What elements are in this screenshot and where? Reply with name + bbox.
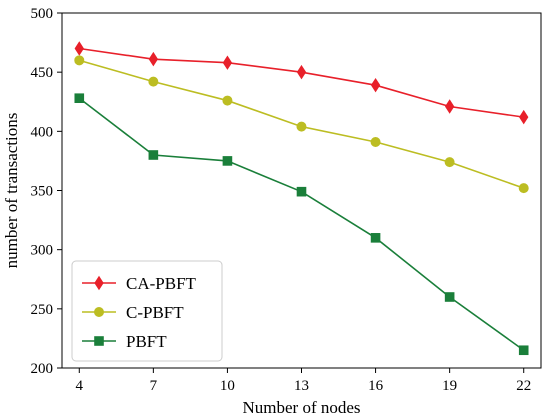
data-point-ca-pbft (444, 99, 455, 114)
y-tick-label: 450 (31, 65, 54, 81)
data-point-pbft (222, 156, 233, 166)
data-point-ca-pbft (148, 51, 159, 67)
y-tick-label: 500 (31, 6, 54, 22)
x-tick-label: 10 (220, 378, 235, 394)
y-axis-title: number of transactions (2, 113, 21, 269)
data-point-ca-pbft (222, 55, 233, 70)
y-tick-label: 200 (31, 361, 54, 377)
y-tick-label: 350 (31, 184, 54, 200)
series-line-ca-pbft (79, 47, 524, 118)
legend-marker-pbft (94, 336, 104, 346)
data-point-c-pbft (222, 95, 233, 106)
series-layer (74, 41, 529, 356)
data-point-pbft (444, 292, 455, 302)
data-point-ca-pbft (519, 109, 529, 125)
data-point-c-pbft (74, 55, 85, 66)
data-point-c-pbft (518, 183, 529, 194)
data-point-pbft (148, 150, 159, 160)
x-tick-label: 22 (516, 378, 531, 394)
series-pbft (74, 93, 529, 356)
data-point-c-pbft (296, 121, 307, 132)
data-point-pbft (370, 233, 381, 243)
series-ca-pbft (74, 41, 529, 125)
legend: CA-PBFT C-PBFT PBFT (71, 260, 223, 362)
y-tick-label: 300 (31, 243, 54, 259)
legend-box (71, 260, 223, 362)
data-point-pbft (296, 186, 307, 197)
y-tick-label: 400 (31, 124, 54, 140)
data-point-ca-pbft (74, 41, 84, 56)
x-tick-label: 4 (76, 378, 84, 394)
data-point-c-pbft (148, 76, 159, 87)
data-point-c-pbft (444, 157, 455, 168)
x-tick-label: 19 (442, 378, 457, 394)
series-c-pbft (74, 55, 529, 194)
legend-label-ca-pbft: CA-PBFT (126, 274, 197, 293)
y-tick-label: 250 (31, 302, 54, 318)
data-point-ca-pbft (370, 77, 381, 93)
legend-label-c-pbft: C-PBFT (126, 303, 184, 322)
legend-marker-ca-pbft (94, 275, 104, 291)
x-tick-label: 7 (150, 378, 158, 394)
data-point-c-pbft (370, 136, 381, 147)
legend-marker-c-pbft (94, 306, 105, 317)
x-axis-ticks: 4 7 10 13 16 19 22 (76, 368, 531, 394)
y-axis-ticks: 200 250 300 350 400 450 500 (31, 6, 62, 377)
x-axis-title: Number of nodes (242, 398, 360, 417)
x-tick-label: 16 (368, 378, 384, 394)
data-point-pbft (74, 93, 85, 104)
x-tick-label: 13 (294, 378, 309, 394)
legend-label-pbft: PBFT (126, 332, 167, 351)
data-point-pbft (518, 345, 529, 356)
data-point-ca-pbft (296, 64, 307, 80)
